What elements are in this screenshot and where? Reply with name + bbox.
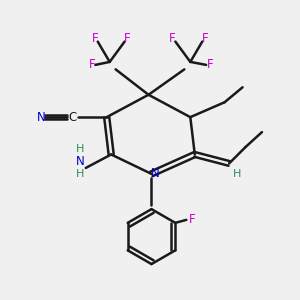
Text: F: F	[206, 58, 213, 71]
Text: H: H	[76, 143, 84, 154]
Text: F: F	[202, 32, 208, 44]
Text: F: F	[92, 32, 98, 44]
Text: F: F	[169, 32, 176, 44]
Text: F: F	[124, 32, 131, 44]
Text: H: H	[232, 169, 241, 179]
Text: F: F	[188, 213, 195, 226]
Text: N: N	[76, 155, 84, 168]
Text: H: H	[76, 169, 84, 179]
Text: N: N	[151, 167, 160, 180]
Text: N: N	[37, 111, 45, 124]
Text: F: F	[88, 58, 95, 71]
Text: C: C	[68, 111, 76, 124]
